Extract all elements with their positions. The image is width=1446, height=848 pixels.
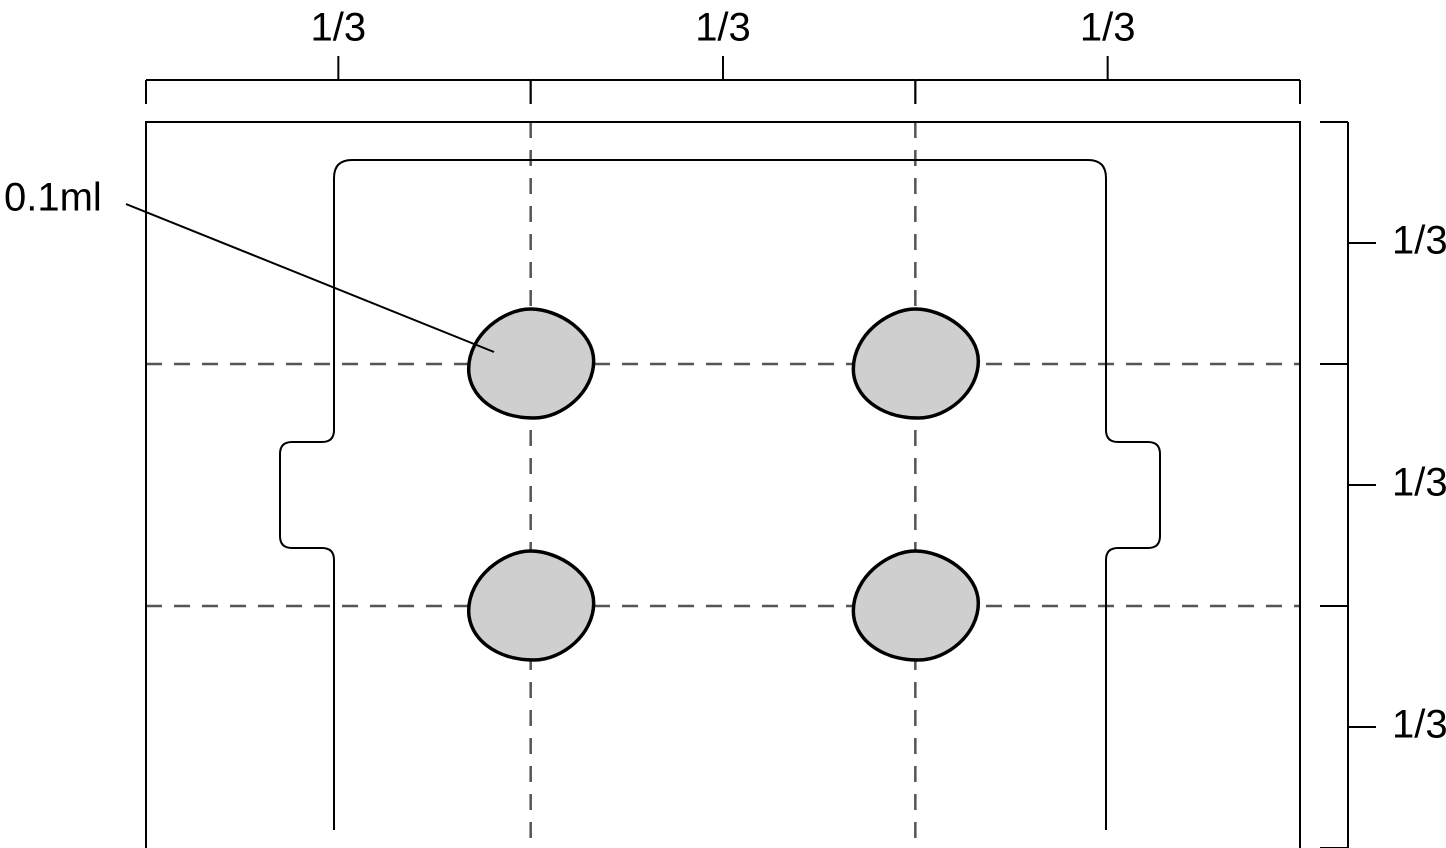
top-bracket-label-2: 1/3: [695, 6, 751, 50]
right-bracket-label-2: 1/3: [1392, 461, 1446, 505]
diagram-svg: 1/3 1/3 1/3 1/3 1/3 1/3 0.1ml: [0, 0, 1446, 848]
canvas-bg: [0, 0, 1446, 848]
diagram-stage: 1/3 1/3 1/3 1/3 1/3 1/3 0.1ml: [0, 0, 1446, 848]
top-bracket-label-3: 1/3: [1080, 6, 1136, 50]
top-bracket-label-1: 1/3: [311, 6, 367, 50]
right-bracket-label-3: 1/3: [1392, 703, 1446, 747]
callout-label: 0.1ml: [4, 176, 102, 220]
right-bracket-label-1: 1/3: [1392, 219, 1446, 263]
